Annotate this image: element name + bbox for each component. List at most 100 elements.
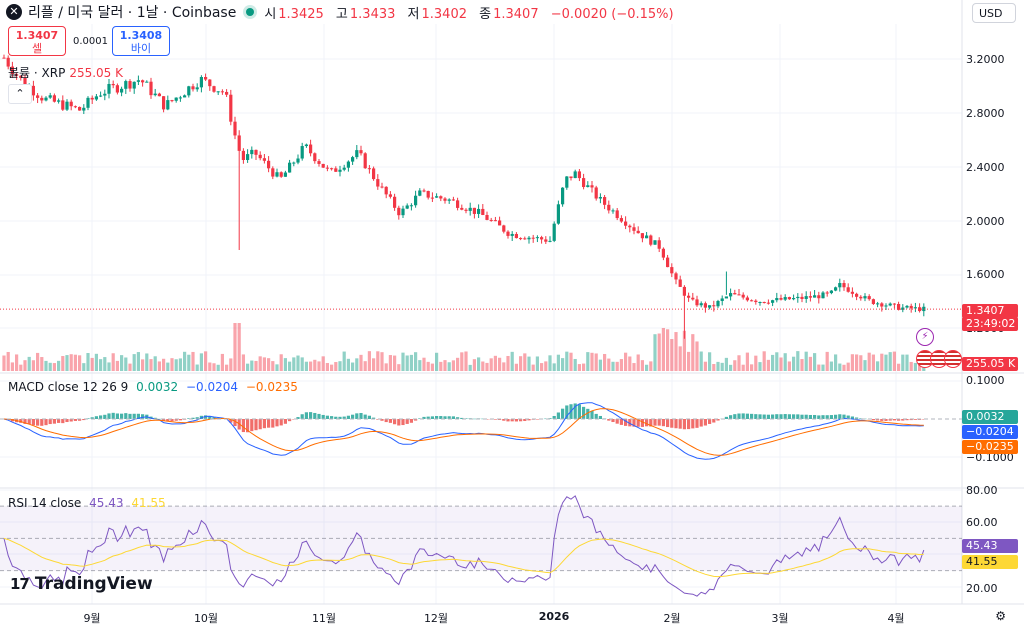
volume-bar xyxy=(397,364,401,371)
volume-bar xyxy=(388,355,392,371)
macd-histogram-bar xyxy=(271,419,275,428)
candle xyxy=(699,303,703,306)
volume-bar xyxy=(401,352,405,371)
candle xyxy=(439,196,443,199)
volume-bar xyxy=(23,360,27,371)
macd-histogram-bar xyxy=(36,419,40,426)
volume-bar xyxy=(733,360,737,371)
countdown-badge: 23:49:02 xyxy=(962,317,1018,331)
volume-bar xyxy=(393,355,397,371)
volume-bar xyxy=(661,328,665,371)
candle xyxy=(254,149,258,155)
candle xyxy=(745,297,749,301)
volume-bar xyxy=(145,353,149,371)
candle xyxy=(414,195,418,206)
volume-bar xyxy=(548,355,552,371)
sell-button[interactable]: 1.3407 셀 xyxy=(8,26,66,56)
macd-histogram-bar xyxy=(451,416,455,419)
macd-histogram-bar xyxy=(787,414,791,419)
volume-bar xyxy=(279,354,283,371)
chevron-up-icon[interactable]: ⌃ xyxy=(8,84,32,104)
volume-bar xyxy=(233,323,237,371)
volume-bar xyxy=(141,359,145,371)
symbol-title[interactable]: 리플 / 미국 달러 · 1날 · Coinbase xyxy=(28,5,237,21)
time-tick: 2월 xyxy=(663,612,681,625)
macd-legend[interactable]: MACD close 12 26 9 0.0032 −0.0204 −0.023… xyxy=(8,380,298,394)
buy-button[interactable]: 1.3408 바이 xyxy=(112,26,170,56)
volume-bar xyxy=(166,362,170,371)
candle xyxy=(607,204,611,211)
volume-bar xyxy=(905,354,909,371)
macd-histogram-bar xyxy=(514,419,518,422)
volume-bar xyxy=(304,361,308,371)
volume-bar xyxy=(414,352,418,371)
flash-event-icon[interactable]: ⚡ xyxy=(916,328,934,346)
candle xyxy=(817,295,821,299)
economic-events[interactable] xyxy=(916,350,962,368)
macd-histogram-bar xyxy=(212,417,216,419)
candle xyxy=(346,161,350,168)
candle xyxy=(78,106,82,111)
close-icon[interactable]: ✕ xyxy=(6,4,22,20)
volume-bar xyxy=(27,356,31,371)
macd-histogram-bar xyxy=(426,416,430,419)
volume-bar xyxy=(468,364,472,371)
macd-histogram-bar xyxy=(250,419,254,432)
volume-bar xyxy=(825,351,829,371)
volume-bar xyxy=(892,351,896,371)
close-value: 1.3407 xyxy=(493,6,539,22)
macd-histogram-bar xyxy=(304,412,308,419)
volume-bar xyxy=(456,357,460,371)
candle xyxy=(787,297,791,300)
volume-bar xyxy=(384,363,388,371)
tradingview-logo[interactable]: 𝟭7 TradingView xyxy=(10,574,153,594)
volume-bar xyxy=(136,352,140,371)
volume-bar xyxy=(569,352,573,371)
currency-select[interactable]: USD xyxy=(972,3,1016,23)
volume-bar xyxy=(577,364,581,371)
macd-histogram-bar xyxy=(594,413,598,419)
candle xyxy=(271,168,275,177)
macd-histogram-bar xyxy=(825,415,829,419)
candle xyxy=(367,168,371,170)
candle xyxy=(376,179,380,187)
candle xyxy=(191,86,195,90)
volume-legend[interactable]: 볼륨 · XRP 255.05 K xyxy=(8,66,123,80)
candle xyxy=(321,163,325,168)
candle xyxy=(804,296,808,299)
macd-histogram-bar xyxy=(31,419,35,426)
settings-icon[interactable]: ⚙ xyxy=(995,609,1006,623)
candle xyxy=(128,81,132,89)
volume-bar xyxy=(540,363,544,371)
candle xyxy=(783,297,787,300)
macd-histogram-bar xyxy=(380,419,384,421)
volume-bar xyxy=(766,359,770,371)
candle xyxy=(94,96,98,100)
candle xyxy=(703,303,707,308)
candle xyxy=(393,196,397,208)
candle xyxy=(363,153,367,169)
volume-bar xyxy=(510,351,514,371)
rsi-legend[interactable]: RSI 14 close 45.43 41.55 xyxy=(8,496,166,510)
volume-bar xyxy=(229,358,233,371)
volume-bar xyxy=(695,341,699,371)
macd-histogram-bar xyxy=(661,419,665,427)
candle xyxy=(892,303,896,305)
candle xyxy=(636,230,640,234)
volume-bar xyxy=(716,361,720,371)
volume-bar xyxy=(565,351,569,371)
candle xyxy=(624,221,628,226)
volume-bar xyxy=(472,359,476,371)
volume-bar xyxy=(636,354,640,371)
price-tick: 2.0000 xyxy=(966,215,1005,228)
candle xyxy=(519,238,523,240)
macd-histogram-bar xyxy=(99,415,103,419)
macd-histogram-bar xyxy=(19,419,23,423)
macd-histogram-bar xyxy=(737,413,741,419)
macd-histogram-bar xyxy=(775,414,779,419)
us-flag-icon[interactable] xyxy=(944,350,962,368)
volume-bar xyxy=(132,354,136,371)
candle xyxy=(842,283,846,288)
volume-bar xyxy=(666,329,670,371)
